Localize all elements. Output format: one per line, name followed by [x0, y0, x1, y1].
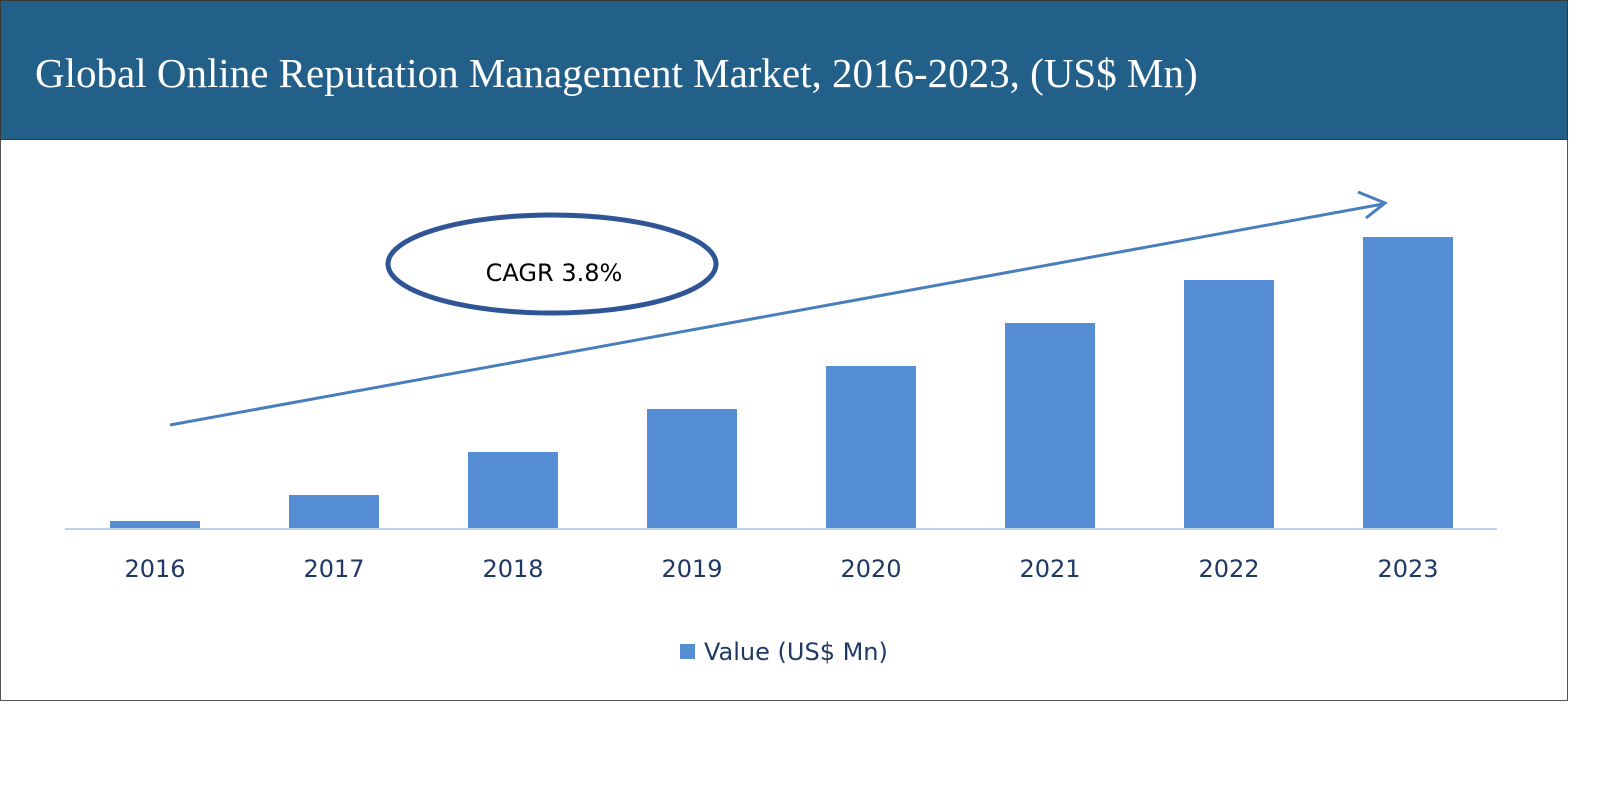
bar-2022	[1184, 280, 1274, 528]
bar-2016	[110, 521, 200, 528]
cagr-ellipse	[385, 212, 719, 316]
x-tick-label: 2022	[1198, 555, 1259, 583]
x-tick-label: 2020	[840, 555, 901, 583]
bar-2018	[468, 452, 558, 528]
x-tick-label: 2021	[1019, 555, 1080, 583]
trend-arrow-head-icon	[1357, 190, 1388, 220]
x-tick-label: 2017	[303, 555, 364, 583]
cagr-annotation: CAGR 3.8%	[486, 259, 623, 287]
x-tick-label: 2019	[661, 555, 722, 583]
bar-2020	[826, 366, 916, 528]
bar-2021	[1005, 323, 1095, 528]
title-banner: Global Online Reputation Management Mark…	[0, 0, 1568, 140]
x-tick-label: 2018	[482, 555, 543, 583]
bar-2023	[1363, 237, 1453, 528]
legend-swatch	[680, 644, 695, 659]
x-tick-label: 2016	[124, 555, 185, 583]
chart-frame	[0, 140, 1568, 701]
trend-arrow	[169, 202, 1384, 427]
bar-2019	[647, 409, 737, 528]
legend-label: Value (US$ Mn)	[704, 638, 888, 666]
x-tick-label: 2023	[1377, 555, 1438, 583]
chart-title: Global Online Reputation Management Mark…	[35, 50, 1198, 96]
bar-2017	[289, 495, 379, 528]
